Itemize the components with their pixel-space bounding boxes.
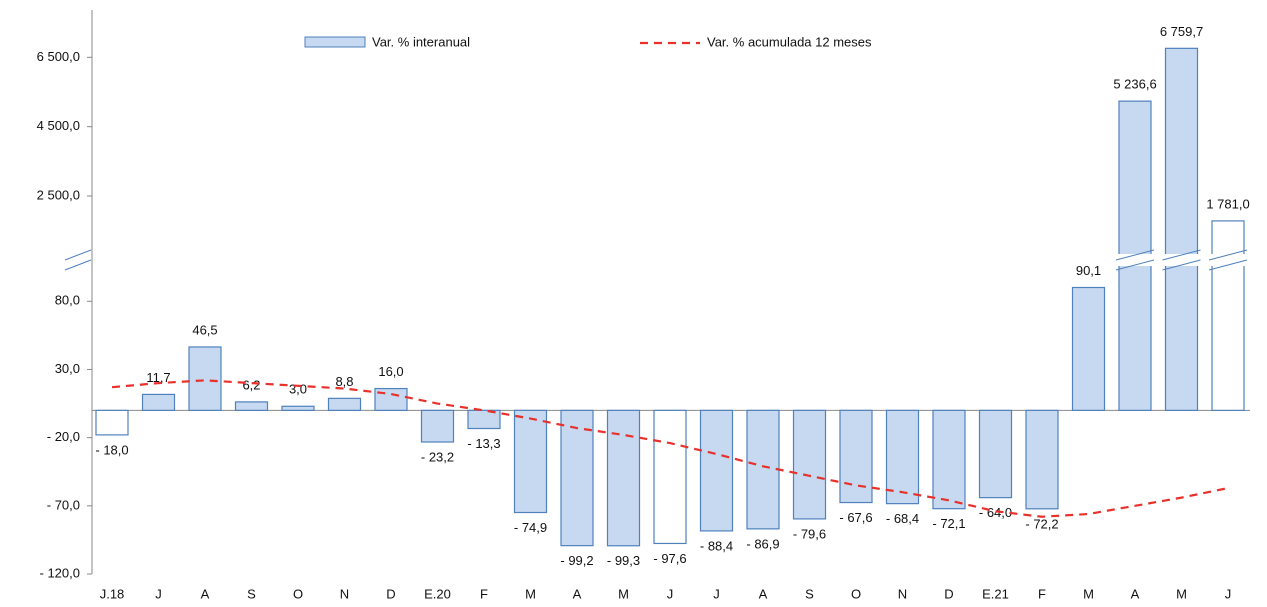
bar	[1071, 286, 1106, 411]
y-tick-label: 2 500,0	[37, 187, 80, 202]
x-tick-label: O	[293, 586, 303, 601]
bar	[467, 409, 501, 430]
x-tick-label: S	[247, 586, 256, 601]
legend-label: Var. % acumulada 12 meses	[707, 34, 872, 49]
y-tick-label: - 20,0	[47, 429, 80, 444]
bar	[606, 409, 641, 547]
axis-break	[1163, 254, 1200, 266]
value-label: - 88,4	[700, 538, 733, 553]
axis-break	[1208, 249, 1248, 261]
y-tick-label: 4 500,0	[37, 118, 80, 133]
value-label: - 99,2	[560, 553, 593, 568]
value-label: 1 781,0	[1206, 196, 1249, 211]
value-label: 16,0	[378, 364, 403, 379]
y-tick-label: 30,0	[55, 361, 80, 376]
bar	[839, 409, 873, 504]
bar	[141, 393, 176, 411]
x-tick-label: J	[1225, 586, 1232, 601]
axis-break	[64, 259, 92, 271]
x-tick-label: E.20	[424, 586, 451, 601]
y-tick-label: - 120,0	[40, 565, 80, 580]
bar	[699, 409, 734, 532]
axis-break	[1162, 259, 1201, 271]
value-label: - 18,0	[95, 442, 128, 457]
x-tick-label: J	[155, 586, 162, 601]
value-label: - 72,1	[932, 516, 965, 531]
x-tick-label: D	[386, 586, 395, 601]
value-label: 11,7	[146, 370, 170, 385]
value-label: 6 759,7	[1160, 24, 1203, 39]
x-tick-label: O	[851, 586, 861, 601]
axis-break	[1115, 259, 1155, 271]
bar	[746, 409, 780, 530]
x-tick-label: M	[525, 586, 536, 601]
value-label: 90,1	[1076, 263, 1101, 278]
x-tick-label: F	[1038, 586, 1046, 601]
bar	[234, 401, 269, 411]
axis-break	[1208, 259, 1248, 271]
x-tick-label: F	[480, 586, 488, 601]
bar	[95, 409, 129, 436]
x-tick-label: M	[1083, 586, 1094, 601]
x-tick-label: N	[898, 586, 907, 601]
value-label: 3,0	[289, 382, 307, 397]
y-tick-label: 6 500,0	[37, 49, 80, 64]
bar	[327, 397, 362, 411]
x-tick-label: S	[805, 586, 814, 601]
value-label: 5 236,6	[1113, 77, 1156, 92]
x-tick-label: A	[1131, 586, 1140, 601]
axis-break	[1162, 249, 1201, 261]
x-tick-label: A	[759, 586, 768, 601]
legend-label: Var. % interanual	[372, 34, 470, 49]
x-tick-label: J	[667, 586, 674, 601]
bar	[978, 409, 1013, 499]
value-label: - 99,3	[607, 553, 640, 568]
axis-break	[64, 249, 92, 261]
value-label: - 64,0	[979, 505, 1012, 520]
axis-break	[1210, 254, 1246, 266]
value-label: - 67,6	[839, 510, 872, 525]
y-tick-label: 80,0	[55, 293, 80, 308]
value-label: - 23,2	[421, 449, 454, 464]
bar	[653, 409, 687, 545]
x-tick-label: J	[713, 586, 720, 601]
line	[111, 379, 1229, 518]
x-tick-label: N	[340, 586, 349, 601]
value-label: 6,2	[242, 377, 260, 392]
x-tick-label: E.21	[982, 586, 1009, 601]
x-tick-label: A	[201, 586, 210, 601]
value-label: - 72,2	[1025, 516, 1058, 531]
bar	[885, 409, 920, 505]
bar	[792, 409, 827, 520]
value-label: 46,5	[192, 322, 217, 337]
bar	[281, 405, 315, 411]
legend-swatch	[304, 36, 366, 48]
bar	[1211, 220, 1245, 411]
x-tick-label: M	[618, 586, 629, 601]
bar	[1025, 409, 1059, 510]
x-tick-label: A	[573, 586, 582, 601]
axis-break	[1115, 249, 1155, 261]
axis-break	[66, 254, 90, 266]
bar	[1164, 47, 1199, 411]
value-label: - 13,3	[467, 436, 500, 451]
value-label: - 97,6	[653, 551, 686, 566]
axis-break	[1117, 254, 1153, 266]
value-label: - 79,6	[793, 526, 826, 541]
bar	[932, 409, 966, 510]
bar	[420, 409, 455, 443]
x-tick-label: J.18	[100, 586, 125, 601]
bar	[513, 409, 548, 514]
bar	[560, 409, 594, 547]
y-tick-label: - 70,0	[47, 497, 80, 512]
value-label: - 68,4	[886, 511, 919, 526]
x-tick-label: D	[944, 586, 953, 601]
value-label: - 74,9	[514, 520, 547, 535]
value-label: - 86,9	[746, 536, 779, 551]
x-tick-label: M	[1176, 586, 1187, 601]
bar	[188, 346, 222, 411]
value-label: 8,8	[335, 374, 353, 389]
